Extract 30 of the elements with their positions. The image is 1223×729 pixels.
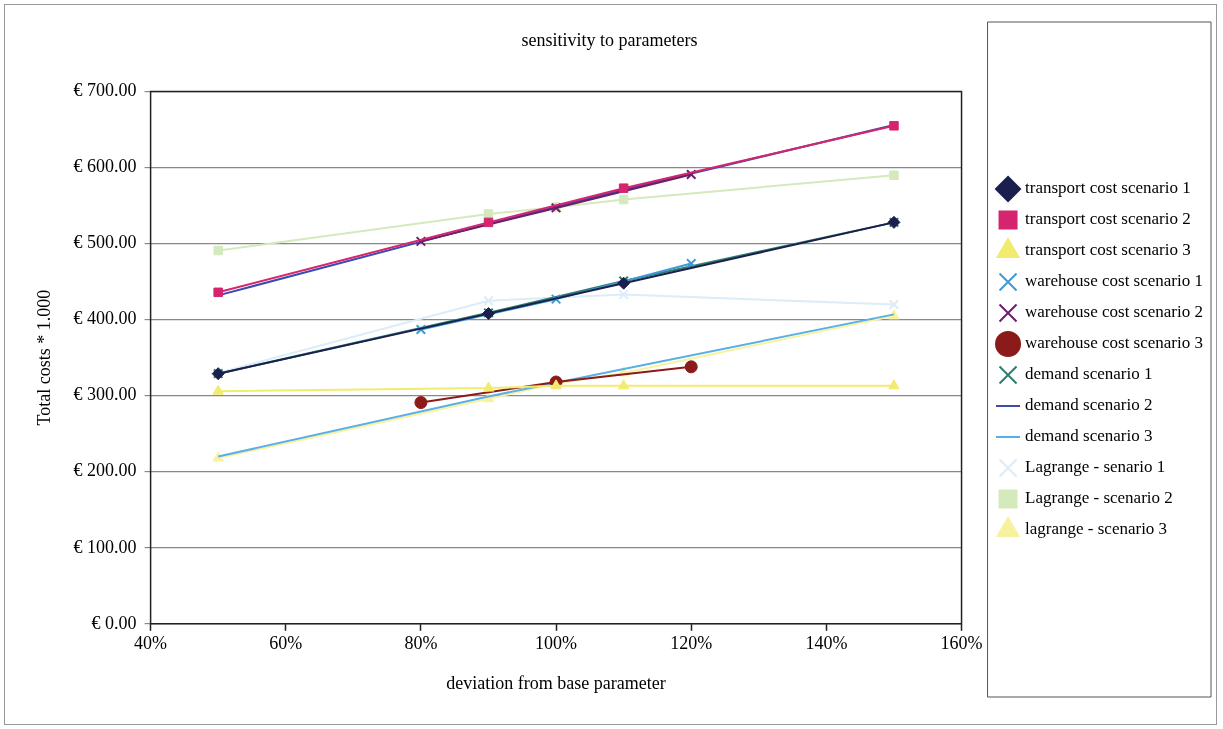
chart-title: sensitivity to parameters <box>521 29 698 50</box>
x-tick-label: 40% <box>134 633 168 654</box>
y-axis-title: Total costs * 1.000 <box>33 289 54 426</box>
legend-label: warehouse cost scenario 3 <box>1025 333 1204 353</box>
legend-label: warehouse cost scenario 2 <box>1025 302 1204 322</box>
y-tick-label: € 700.00 <box>73 80 137 101</box>
legend-label: transport cost scenario 1 <box>1025 178 1191 198</box>
y-tick-label: € 300.00 <box>73 384 137 405</box>
legend-label: demand scenario 1 <box>1025 364 1153 384</box>
x-tick-label: 120% <box>670 633 713 654</box>
x-axis-title: deviation from base parameter <box>446 672 666 693</box>
y-tick-label: € 600.00 <box>73 156 137 177</box>
legend-label: lagrange - scenario 3 <box>1025 519 1168 539</box>
legend-label: demand scenario 2 <box>1025 395 1153 415</box>
x-tick-label: 60% <box>269 633 303 654</box>
y-tick-label: € 500.00 <box>73 232 137 253</box>
y-tick-label: € 100.00 <box>73 536 137 557</box>
y-tick-label: € 0.00 <box>91 612 137 633</box>
legend-label: transport cost scenario 2 <box>1025 209 1191 229</box>
y-tick-label: € 200.00 <box>73 460 137 481</box>
x-tick-label: 160% <box>940 633 983 654</box>
legend-label: transport cost scenario 3 <box>1025 240 1191 260</box>
x-tick-label: 80% <box>404 633 438 654</box>
legend-label: warehouse cost scenario 1 <box>1025 271 1204 291</box>
legend-label: demand scenario 3 <box>1025 426 1153 446</box>
x-tick-label: 140% <box>805 633 848 654</box>
legend-label: Lagrange - scenario 2 <box>1025 488 1173 508</box>
legend-label: Lagrange - senario 1 <box>1025 457 1166 477</box>
x-tick-label: 100% <box>535 633 578 654</box>
y-tick-label: € 400.00 <box>73 308 137 329</box>
